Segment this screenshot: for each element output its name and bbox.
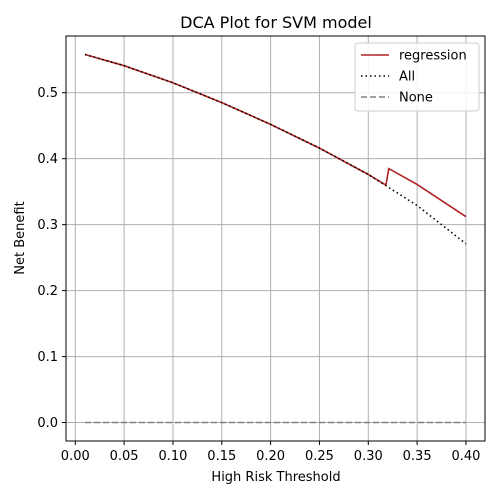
y-tick-label: 0.0 bbox=[37, 416, 58, 431]
x-tick-label: 0.15 bbox=[207, 449, 236, 464]
x-tick-label: 0.30 bbox=[354, 449, 383, 464]
grid bbox=[66, 36, 485, 441]
x-tick-label: 0.00 bbox=[61, 449, 90, 464]
series-layer bbox=[84, 53, 467, 424]
x-tick-label: 0.20 bbox=[256, 449, 285, 464]
chart-title: DCA Plot for SVM model bbox=[180, 13, 372, 32]
x-tick-label: 0.10 bbox=[158, 449, 187, 464]
x-tick-label: 0.25 bbox=[305, 449, 334, 464]
x-axis-title: High Risk Threshold bbox=[211, 470, 340, 485]
legend-label-none: None bbox=[399, 91, 433, 106]
y-tick-label: 0.3 bbox=[37, 218, 58, 233]
y-tick-label: 0.1 bbox=[37, 350, 58, 365]
plot-area-frame bbox=[65, 35, 486, 442]
legend-label-all: All bbox=[399, 70, 415, 85]
series-line-all bbox=[84, 53, 467, 245]
y-tick-label: 0.2 bbox=[37, 284, 58, 299]
x-tick-label: 0.35 bbox=[403, 449, 432, 464]
legend-box bbox=[354, 42, 480, 112]
y-tick-label: 0.5 bbox=[37, 86, 58, 101]
y-tick-label: 0.4 bbox=[37, 152, 58, 167]
x-tick-label: 0.40 bbox=[451, 449, 480, 464]
legend: regression All None bbox=[354, 42, 480, 112]
legend-label-regression: regression bbox=[399, 49, 467, 64]
x-tick-label: 0.05 bbox=[110, 449, 139, 464]
ticks: 0.00 0.05 0.10 0.15 0.20 0.25 0.30 0.35 0.40 0.0 0… bbox=[37, 86, 480, 464]
y-axis-title: Net Benefit bbox=[13, 201, 28, 274]
